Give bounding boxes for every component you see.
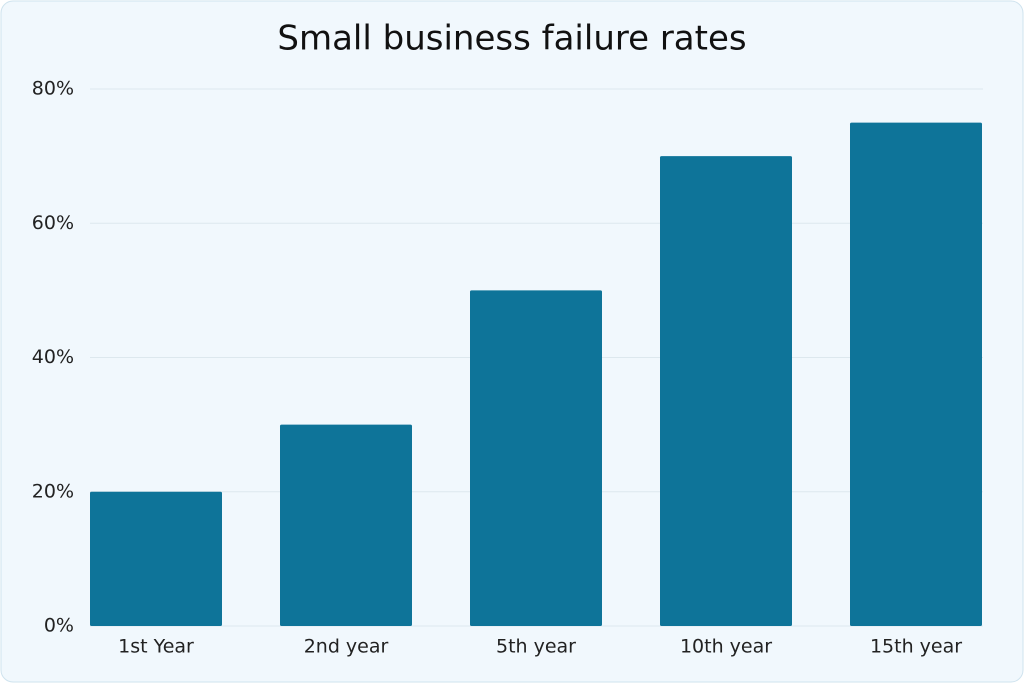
- y-tick-label: 60%: [32, 212, 74, 234]
- bar: [660, 156, 792, 626]
- bar: [850, 122, 982, 626]
- y-tick-label: 40%: [32, 346, 74, 368]
- x-tick-label: 5th year: [496, 636, 576, 658]
- x-tick-label: 2nd year: [304, 636, 389, 658]
- bar: [280, 424, 412, 626]
- y-tick-label: 80%: [32, 78, 74, 100]
- chart-title: Small business failure rates: [277, 19, 746, 59]
- bar: [470, 290, 602, 626]
- x-tick-label: 15th year: [870, 636, 962, 658]
- x-tick-label: 1st Year: [118, 636, 194, 658]
- bar: [90, 491, 222, 626]
- x-tick-label: 10th year: [680, 636, 772, 658]
- y-tick-label: 20%: [32, 480, 74, 502]
- y-tick-label: 0%: [44, 615, 74, 637]
